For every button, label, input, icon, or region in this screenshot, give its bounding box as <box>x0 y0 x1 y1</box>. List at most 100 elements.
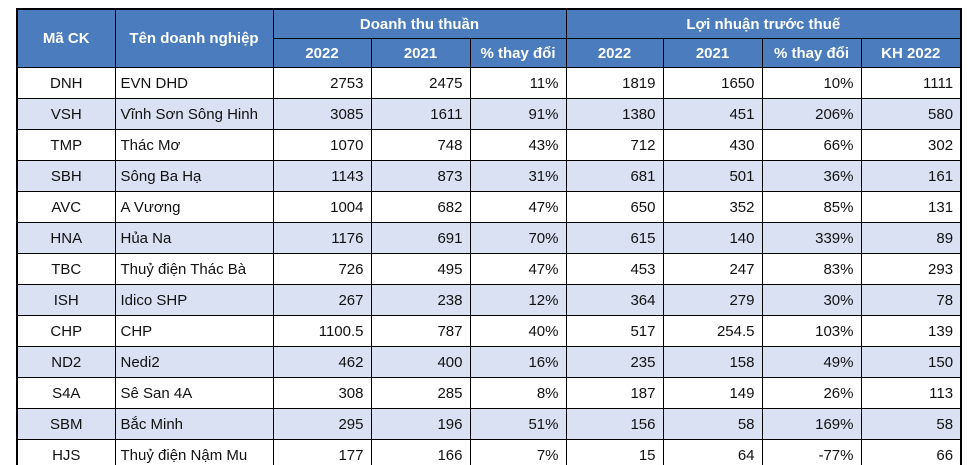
cell-profit-2021: 58 <box>662 408 763 440</box>
cell-revenue-2021: 682 <box>370 191 471 223</box>
table-row: ND2 Nedi2 462 400 16% 235 158 49% 150 <box>16 346 962 378</box>
cell-revenue-2021: 495 <box>370 253 471 285</box>
table-row: AVC A Vương 1004 682 47% 650 352 85% 131 <box>16 191 962 223</box>
cell-revenue-2021: 787 <box>370 315 471 347</box>
cell-revenue-2022: 3085 <box>272 98 372 130</box>
cell-revenue-2022: 295 <box>272 408 372 440</box>
cell-revenue-2021: 748 <box>370 129 471 161</box>
cell-kh-2022: 150 <box>860 346 962 378</box>
table-row: SBH Sông Ba Hạ 1143 873 31% 681 501 36% 161 <box>16 160 962 192</box>
cell-kh-2022: 580 <box>860 98 962 130</box>
table-row: DNH EVN DHD 2753 2475 11% 1819 1650 10% 1111 <box>16 67 962 99</box>
cell-profit-2021: 140 <box>662 222 763 254</box>
cell-kh-2022: 139 <box>860 315 962 347</box>
cell-profit-2022: 453 <box>565 253 664 285</box>
cell-company-name: Vĩnh Sơn Sông Hinh <box>114 98 274 130</box>
cell-revenue-2021: 238 <box>370 284 471 316</box>
cell-revenue-2021: 1611 <box>370 98 471 130</box>
cell-profit-change: 30% <box>761 284 862 316</box>
cell-profit-change: 26% <box>761 377 862 409</box>
cell-revenue-change: 70% <box>469 222 567 254</box>
table-row: S4A Sê San 4A 308 285 8% 187 149 26% 113 <box>16 377 962 409</box>
cell-revenue-2021: 285 <box>370 377 471 409</box>
table-header: Mã CK Tên doanh nghiệp Doanh thu thuần L… <box>16 8 962 68</box>
cell-profit-2021: 149 <box>662 377 763 409</box>
table-row: HNA Hủa Na 1176 691 70% 615 140 339% 89 <box>16 222 962 254</box>
col-header-ma-ck: Mã CK <box>16 8 116 68</box>
cell-kh-2022: 1111 <box>860 67 962 99</box>
cell-ticker: CHP <box>16 315 116 347</box>
cell-profit-2021: 247 <box>662 253 763 285</box>
cell-revenue-2021: 166 <box>370 439 471 465</box>
cell-profit-2021: 158 <box>662 346 763 378</box>
col-header-profit-2022: 2022 <box>565 38 664 68</box>
col-header-revenue-2022: 2022 <box>272 38 372 68</box>
cell-revenue-change: 40% <box>469 315 567 347</box>
cell-profit-change: 103% <box>761 315 862 347</box>
cell-company-name: A Vương <box>114 191 274 223</box>
cell-ticker: ND2 <box>16 346 116 378</box>
cell-revenue-2022: 1070 <box>272 129 372 161</box>
cell-kh-2022: 302 <box>860 129 962 161</box>
cell-ticker: S4A <box>16 377 116 409</box>
cell-ticker: HNA <box>16 222 116 254</box>
table-row: HJS Thuỷ điện Nậm Mu 177 166 7% 15 64 -77% 66 <box>16 439 962 465</box>
cell-revenue-change: 47% <box>469 191 567 223</box>
cell-profit-change: 206% <box>761 98 862 130</box>
table-body: DNH EVN DHD 2753 2475 11% 1819 1650 10% 1111 VSH V… <box>16 67 962 465</box>
cell-revenue-change: 12% <box>469 284 567 316</box>
cell-revenue-change: 91% <box>469 98 567 130</box>
cell-profit-change: 10% <box>761 67 862 99</box>
table-row: VSH Vĩnh Sơn Sông Hinh 3085 1611 91% 1380 451 2… <box>16 98 962 130</box>
cell-revenue-change: 7% <box>469 439 567 465</box>
group-header-doanh-thu-thuan: Doanh thu thuần <box>272 8 567 39</box>
cell-profit-change: 85% <box>761 191 862 223</box>
table-row: CHP CHP 1100.5 787 40% 517 254.5 103% 139 <box>16 315 962 347</box>
cell-company-name: Sông Ba Hạ <box>114 160 274 192</box>
cell-revenue-2022: 177 <box>272 439 372 465</box>
cell-revenue-2022: 1004 <box>272 191 372 223</box>
cell-ticker: SBM <box>16 408 116 440</box>
cell-profit-change: 36% <box>761 160 862 192</box>
col-header-ten-doanh-nghiep: Tên doanh nghiệp <box>114 8 274 68</box>
cell-profit-2022: 235 <box>565 346 664 378</box>
cell-ticker: TBC <box>16 253 116 285</box>
cell-profit-2021: 451 <box>662 98 763 130</box>
cell-company-name: EVN DHD <box>114 67 274 99</box>
col-header-profit-change: % thay đổi <box>761 38 862 68</box>
cell-revenue-2022: 2753 <box>272 67 372 99</box>
cell-company-name: Bắc Minh <box>114 408 274 440</box>
cell-revenue-2022: 1176 <box>272 222 372 254</box>
cell-revenue-change: 16% <box>469 346 567 378</box>
cell-profit-change: 66% <box>761 129 862 161</box>
cell-revenue-change: 51% <box>469 408 567 440</box>
cell-profit-2021: 64 <box>662 439 763 465</box>
cell-revenue-change: 11% <box>469 67 567 99</box>
cell-profit-2022: 517 <box>565 315 664 347</box>
cell-company-name: Thuỷ điện Thác Bà <box>114 253 274 285</box>
cell-ticker: SBH <box>16 160 116 192</box>
cell-revenue-2022: 1100.5 <box>272 315 372 347</box>
cell-revenue-change: 31% <box>469 160 567 192</box>
cell-profit-2021: 279 <box>662 284 763 316</box>
cell-ticker: AVC <box>16 191 116 223</box>
cell-revenue-2022: 308 <box>272 377 372 409</box>
cell-revenue-2021: 873 <box>370 160 471 192</box>
cell-profit-2022: 615 <box>565 222 664 254</box>
cell-profit-2021: 501 <box>662 160 763 192</box>
cell-profit-2022: 364 <box>565 284 664 316</box>
group-header-loi-nhuan-truoc-thue: Lợi nhuận trước thuế <box>565 8 962 39</box>
cell-revenue-2021: 2475 <box>370 67 471 99</box>
cell-profit-2022: 15 <box>565 439 664 465</box>
cell-profit-2022: 156 <box>565 408 664 440</box>
table-row: TBC Thuỷ điện Thác Bà 726 495 47% 453 247 83% 29… <box>16 253 962 285</box>
cell-revenue-2021: 691 <box>370 222 471 254</box>
cell-kh-2022: 58 <box>860 408 962 440</box>
cell-kh-2022: 78 <box>860 284 962 316</box>
cell-profit-2022: 1819 <box>565 67 664 99</box>
cell-profit-2022: 1380 <box>565 98 664 130</box>
cell-company-name: Idico SHP <box>114 284 274 316</box>
cell-profit-2022: 650 <box>565 191 664 223</box>
cell-kh-2022: 113 <box>860 377 962 409</box>
